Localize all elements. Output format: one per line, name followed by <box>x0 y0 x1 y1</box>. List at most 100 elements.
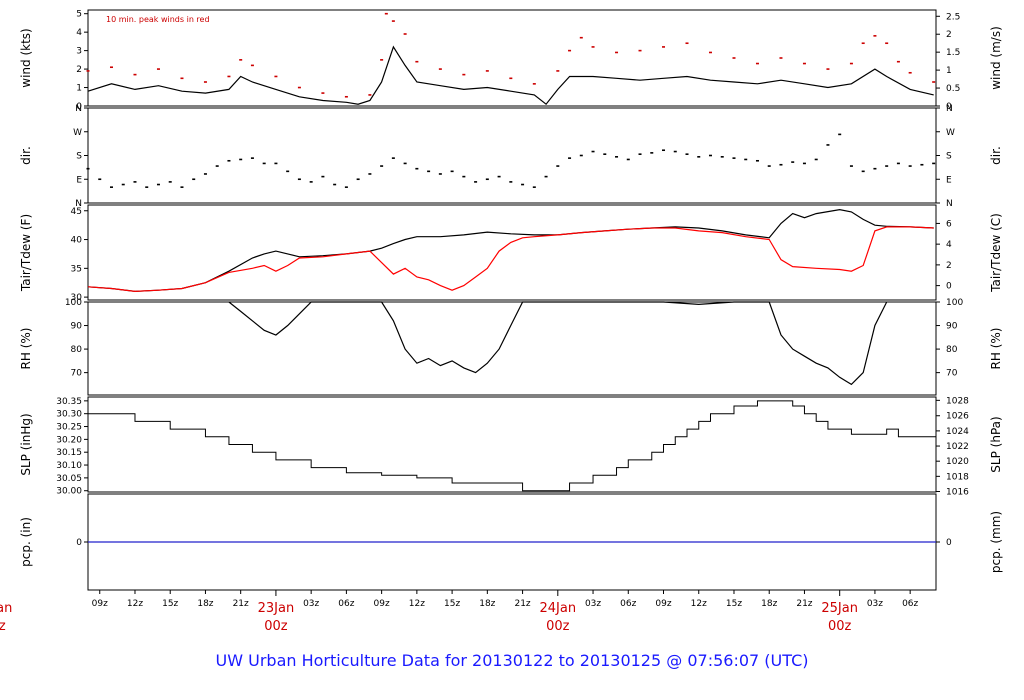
point-dir-0 <box>697 156 701 158</box>
point-dir-0 <box>896 162 900 165</box>
right-axis-title-temp: Tair/Tdew (C) <box>989 213 1003 293</box>
left-axis-title-rh: RH (%) <box>19 328 33 370</box>
point-dir-0 <box>121 183 125 186</box>
point-dir-0 <box>239 158 243 161</box>
point-wind-1 <box>239 59 243 61</box>
wind-annotation: 10 min. peak winds in red <box>106 15 210 24</box>
panel-frame-temp <box>87 204 937 301</box>
point-dir-0 <box>133 181 137 183</box>
point-dir-0 <box>286 170 290 173</box>
point-dir-0 <box>227 159 231 162</box>
x-tick-label: 18z <box>197 599 213 609</box>
right-tick-label-wind: 2 <box>946 30 952 40</box>
right-tick-label-rh: 100 <box>946 298 963 308</box>
right-tick-label-dir: W <box>946 128 955 138</box>
point-dir-0 <box>86 167 90 170</box>
x-tick-label: 18z <box>761 599 777 609</box>
left-tick-label-slp: 30.35 <box>56 397 82 407</box>
right-tick-label-slp: 1026 <box>946 412 969 422</box>
point-wind-1 <box>391 20 395 22</box>
point-wind-1 <box>415 60 419 63</box>
point-wind-1 <box>485 70 489 72</box>
point-dir-0 <box>626 158 630 161</box>
x-tick-label: 03z <box>867 599 883 609</box>
point-wind-1 <box>873 35 877 37</box>
point-wind-1 <box>732 57 736 59</box>
x-tick-label: 12z <box>691 599 707 609</box>
point-wind-1 <box>274 75 278 78</box>
point-wind-1 <box>133 73 137 76</box>
point-dir-0 <box>673 150 677 153</box>
point-dir-0 <box>920 163 924 166</box>
point-dir-0 <box>98 178 102 181</box>
left-tick-label-wind: 0 <box>76 102 82 112</box>
point-wind-1 <box>203 81 207 83</box>
point-dir-0 <box>403 162 407 165</box>
right-tick-label-wind: 2.5 <box>946 12 960 22</box>
point-wind-1 <box>86 70 90 72</box>
point-wind-1 <box>615 51 619 54</box>
panel-frames <box>87 9 937 591</box>
left-axis-title-temp: Tair/Tdew (F) <box>19 214 33 292</box>
point-dir-0 <box>438 173 442 175</box>
left-tick-label-dir: N <box>75 199 82 209</box>
point-wind-1 <box>438 68 442 70</box>
point-wind-1 <box>579 36 583 39</box>
point-dir-0 <box>380 165 384 167</box>
point-dir-0 <box>462 175 466 178</box>
point-wind-1 <box>591 46 595 48</box>
right-tick-label-temp: 2 <box>946 261 952 271</box>
left-tick-label-dir: S <box>76 152 82 162</box>
point-dir-0 <box>203 173 207 175</box>
point-wind-1 <box>662 46 666 48</box>
x-tick-label: 21z <box>514 599 530 609</box>
point-dir-0 <box>556 165 560 167</box>
point-dir-0 <box>579 154 583 157</box>
point-wind-1 <box>109 66 113 69</box>
right-tick-label-dir: S <box>946 152 952 162</box>
point-dir-0 <box>779 163 783 166</box>
left-tick-label-rh: 80 <box>71 345 83 355</box>
panel-frame-dir <box>87 107 937 204</box>
left-tick-label-dir: W <box>73 128 82 138</box>
point-dir-0 <box>708 154 712 157</box>
point-dir-0 <box>826 144 830 146</box>
point-dir-0 <box>814 158 818 161</box>
point-wind-1 <box>885 42 889 45</box>
point-wind-1 <box>368 94 372 96</box>
left-axis-title-slp: SLP (inHg) <box>19 413 33 475</box>
x-tick-label: 03z <box>303 599 319 609</box>
series-line-slp <box>88 400 936 492</box>
point-dir-0 <box>603 153 607 155</box>
panel-frame-rh <box>87 301 937 396</box>
panel-frame-slp <box>87 396 937 493</box>
day-tick-label: 23Jan <box>258 601 295 616</box>
left-tick-label-wind: 5 <box>76 10 82 20</box>
right-tick-label-rh: 90 <box>946 322 958 332</box>
point-wind-1 <box>227 75 231 78</box>
left-tick-label-slp: 30.05 <box>56 474 82 484</box>
point-dir-0 <box>485 178 489 181</box>
day-tick-sublabel: 00z <box>546 619 570 634</box>
point-dir-0 <box>415 167 419 170</box>
left-tick-label-wind: 3 <box>76 47 82 57</box>
point-dir-0 <box>932 162 936 165</box>
series-line-temp-0 <box>87 208 934 293</box>
left-tick-label-temp: 45 <box>71 207 82 217</box>
right-tick-label-rh: 80 <box>946 345 958 355</box>
point-wind-1 <box>384 12 388 15</box>
point-wind-1 <box>861 42 865 45</box>
point-wind-1 <box>156 68 160 70</box>
point-wind-1 <box>638 49 642 52</box>
point-dir-0 <box>427 170 431 173</box>
right-tick-label-wind: 0 <box>946 102 952 112</box>
left-tick-label-rh: 100 <box>65 298 82 308</box>
point-dir-0 <box>591 150 595 153</box>
point-dir-0 <box>638 153 642 155</box>
point-wind-1 <box>568 49 572 52</box>
point-dir-0 <box>333 183 337 186</box>
x-tick-label: 06z <box>338 599 354 609</box>
point-wind-1 <box>380 59 384 61</box>
point-wind-1 <box>779 57 783 59</box>
point-dir-0 <box>297 178 301 181</box>
